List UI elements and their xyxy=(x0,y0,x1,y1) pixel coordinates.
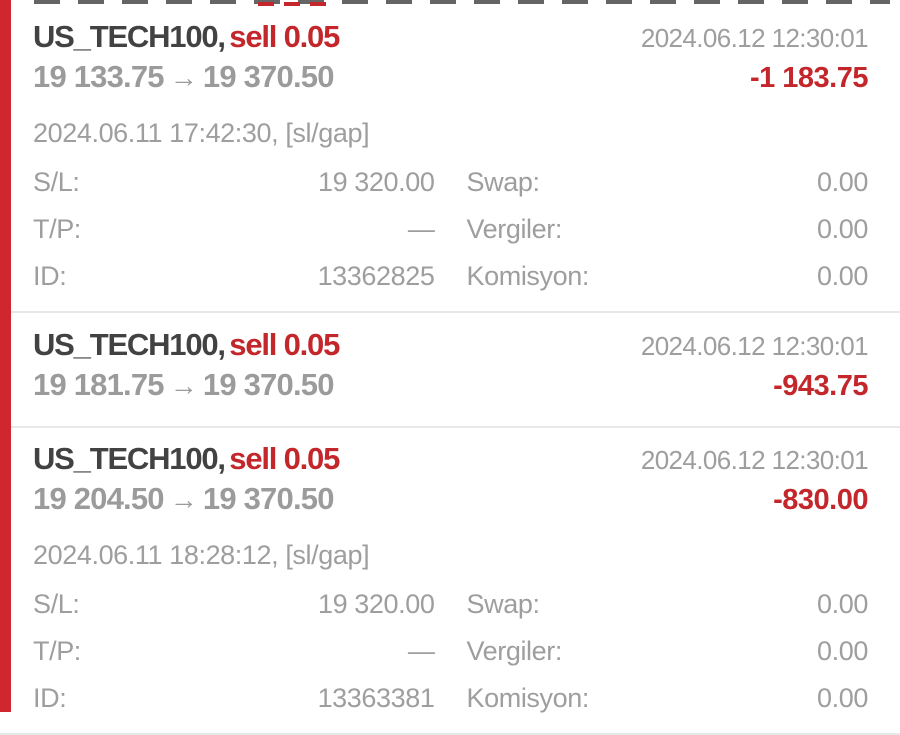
symbol-line: US_TECH100, sell 0.05 xyxy=(33,19,340,55)
trade-history-list: US_TECH100, sell 0.05 2024.06.12 12:30:0… xyxy=(0,6,900,735)
close-time: 2024.06.12 12:30:01 xyxy=(640,23,869,53)
profit-value: -1 183.75 xyxy=(749,62,869,94)
commission-label: Komisyon: xyxy=(466,683,590,713)
close-time: 2024.06.12 12:30:01 xyxy=(640,445,869,475)
tp-value: — xyxy=(407,214,435,244)
sl-label: S/L: xyxy=(33,589,80,619)
taxes-label: Vergiler: xyxy=(466,636,563,666)
detail-swap: Swap: 0.00 xyxy=(467,581,869,628)
taxes-value: 0.00 xyxy=(817,214,868,244)
open-price: 19 181.75 xyxy=(33,367,165,402)
symbol-line: US_TECH100, sell 0.05 xyxy=(33,327,340,363)
loss-indicator-bar xyxy=(0,0,11,712)
detail-id: ID: 13362825 xyxy=(33,253,435,300)
id-label: ID: xyxy=(33,261,67,291)
close-price: 19 370.50 xyxy=(202,481,335,516)
open-price: 19 204.50 xyxy=(33,481,165,516)
swap-value: 0.00 xyxy=(817,167,868,197)
arrow-right-icon: → xyxy=(169,484,198,515)
price-range: 19 204.50 → 19 370.50 xyxy=(33,481,334,517)
tp-value: — xyxy=(407,636,435,666)
close-price: 19 370.50 xyxy=(202,367,335,402)
trade-card[interactable]: US_TECH100, sell 0.05 2024.06.12 12:30:0… xyxy=(0,428,900,733)
sl-value: 19 320.00 xyxy=(317,589,435,619)
commission-value: 0.00 xyxy=(817,261,868,291)
side-volume-label: sell 0.05 xyxy=(229,327,340,362)
detail-swap: Swap: 0.00 xyxy=(467,159,869,206)
tp-label: T/P: xyxy=(33,636,81,666)
arrow-right-icon: → xyxy=(169,62,198,93)
open-time: 2024.06.11 18:28:12, [sl/gap] xyxy=(33,540,370,570)
detail-taxes: Vergiler: 0.00 xyxy=(467,206,869,253)
detail-sl: S/L: 19 320.00 xyxy=(33,159,435,206)
trade-details: S/L: 19 320.00 Swap: 0.00 T/P: — Vergile… xyxy=(33,159,868,300)
detail-sl: S/L: 19 320.00 xyxy=(33,581,435,628)
close-price: 19 370.50 xyxy=(202,59,335,94)
open-price: 19 133.75 xyxy=(33,59,165,94)
price-range: 19 133.75 → 19 370.50 xyxy=(33,59,334,95)
detail-taxes: Vergiler: 0.00 xyxy=(467,628,869,675)
trade-card[interactable]: US_TECH100, sell 0.05 2024.06.12 12:30:0… xyxy=(0,6,900,311)
taxes-value: 0.00 xyxy=(817,636,868,666)
detail-tp: T/P: — xyxy=(33,206,435,253)
symbol-label: US_TECH100, xyxy=(33,327,226,362)
id-value: 13362825 xyxy=(317,261,435,291)
symbol-line: US_TECH100, sell 0.05 xyxy=(33,441,340,477)
clipped-previous-row xyxy=(0,0,900,6)
swap-label: Swap: xyxy=(466,589,540,619)
swap-value: 0.00 xyxy=(817,589,868,619)
row-divider xyxy=(0,426,900,428)
sl-label: S/L: xyxy=(33,167,80,197)
sl-value: 19 320.00 xyxy=(317,167,435,197)
side-volume-label: sell 0.05 xyxy=(229,441,340,476)
detail-commission: Komisyon: 0.00 xyxy=(467,675,869,722)
price-range: 19 181.75 → 19 370.50 xyxy=(33,367,334,403)
detail-id: ID: 13363381 xyxy=(33,675,435,722)
profit-value: -943.75 xyxy=(773,370,868,402)
detail-commission: Komisyon: 0.00 xyxy=(467,253,869,300)
taxes-label: Vergiler: xyxy=(466,214,563,244)
profit-value: -830.00 xyxy=(773,484,868,516)
symbol-label: US_TECH100, xyxy=(33,441,226,476)
row-divider xyxy=(0,311,900,313)
symbol-label: US_TECH100, xyxy=(33,19,226,54)
id-label: ID: xyxy=(33,683,67,713)
commission-value: 0.00 xyxy=(817,683,868,713)
detail-tp: T/P: — xyxy=(33,628,435,675)
close-time: 2024.06.12 12:30:01 xyxy=(640,331,869,361)
clipped-red-text-fragment xyxy=(258,2,326,6)
id-value: 13363381 xyxy=(317,683,435,713)
arrow-right-icon: → xyxy=(169,370,198,401)
trade-details: S/L: 19 320.00 Swap: 0.00 T/P: — Vergile… xyxy=(33,581,868,722)
open-time: 2024.06.11 17:42:30, [sl/gap] xyxy=(33,118,370,148)
side-volume-label: sell 0.05 xyxy=(229,19,340,54)
swap-label: Swap: xyxy=(466,167,540,197)
clipped-text-fragment xyxy=(34,0,890,4)
commission-label: Komisyon: xyxy=(466,261,590,291)
trade-card[interactable]: US_TECH100, sell 0.05 2024.06.12 12:30:0… xyxy=(0,313,900,426)
tp-label: T/P: xyxy=(33,214,81,244)
